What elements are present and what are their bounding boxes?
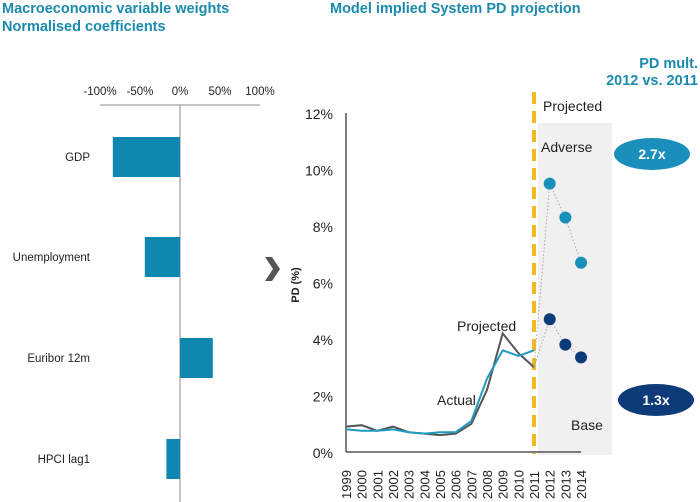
bar-category-label: HPCI lag1 [38, 454, 90, 466]
bar-euribor-12m [180, 338, 213, 378]
projected-series-line [345, 331, 535, 437]
pd-x-tick-label: 2009 [496, 470, 511, 499]
pd-x-tick-label: 1999 [339, 470, 354, 499]
adverse-point-2014 [575, 256, 588, 269]
pd-y-tick-label: 6% [313, 276, 333, 292]
pd-x-tick-label: 2014 [574, 470, 589, 499]
pd-x-tick-label: 2000 [355, 470, 370, 499]
actual-series-label: Actual [437, 392, 476, 408]
pd-x-tick-label: 2008 [480, 470, 495, 499]
pd-x-tick-label: 2012 [543, 470, 558, 499]
bar-x-tick-label: 0% [172, 86, 189, 98]
pd-x-tick-label: 2011 [527, 471, 542, 499]
projection-area [538, 123, 613, 455]
pd-x-tick-label: 2005 [433, 470, 448, 499]
pd-y-tick-label: 12% [305, 106, 333, 122]
chevron-right-icon [265, 257, 280, 281]
base-multiplier-badge [618, 384, 694, 416]
pd-multiplier-title-line1: PD mult. [639, 56, 698, 72]
pd-y-tick-label: 10% [305, 163, 333, 179]
pd-x-tick-label: 2007 [464, 470, 479, 499]
pd-y-tick-label: 0% [313, 445, 333, 461]
bar-category-label: GDP [65, 152, 90, 164]
base-connector-line [533, 318, 582, 368]
bar-x-tick-label: -100% [83, 86, 116, 98]
pd-x-tick-label: 2010 [511, 470, 526, 499]
bar-hpci-lag1 [166, 439, 180, 479]
base-point-2014 [575, 351, 588, 364]
weights-chart-title: Macroeconomic variable weights Normalise… [2, 0, 229, 36]
pd-y-tick-label: 4% [313, 332, 333, 348]
adverse-connector-line [533, 181, 582, 368]
pd-y-tick-label: 2% [313, 389, 333, 405]
pd-multiplier-title: PD mult. 2012 vs. 2011 [586, 56, 698, 90]
weights-title-line2: Normalised coefficients [2, 19, 166, 35]
pd-x-tick-label: 2004 [417, 470, 432, 499]
adverse-point-2012 [543, 177, 556, 190]
pd-chart-title: Model implied System PD projection [330, 1, 581, 17]
adverse-multiplier-value: 2.7x [638, 146, 665, 162]
pd-multiplier-title-line2: 2012 vs. 2011 [606, 73, 698, 89]
adverse-scenario-label: Adverse [541, 139, 593, 155]
bar-unemployment [144, 237, 180, 277]
pd-x-tick-label: 2013 [558, 470, 573, 499]
pd-x-tick-label: 2002 [386, 470, 401, 499]
pd-x-tick-label: 2001 [370, 470, 385, 499]
bar-gdp [112, 137, 180, 177]
adverse-multiplier-badge [614, 138, 690, 170]
bar-x-tick-label: 100% [245, 86, 274, 98]
bar-category-label: Unemployment [13, 252, 91, 264]
projection-label: Projected [543, 98, 602, 114]
pd-x-tick-label: 2003 [402, 470, 417, 499]
base-point-2013 [559, 338, 572, 351]
actual-series-line [345, 349, 535, 435]
base-multiplier-value: 1.3x [642, 392, 669, 408]
bar-category-label: Euribor 12m [27, 353, 90, 365]
pd-y-tick-label: 8% [313, 219, 333, 235]
projected-series-label: Projected [457, 318, 516, 334]
adverse-point-2013 [559, 211, 572, 224]
pd-x-tick-label: 2006 [449, 470, 464, 499]
base-point-2012 [543, 313, 556, 326]
bar-x-tick-label: 50% [208, 86, 231, 98]
weights-title-line1: Macroeconomic variable weights [2, 1, 230, 17]
base-scenario-label: Base [571, 417, 603, 433]
bar-x-tick-label: -50% [127, 86, 154, 98]
pd-y-axis-title: PD (%) [290, 267, 302, 303]
